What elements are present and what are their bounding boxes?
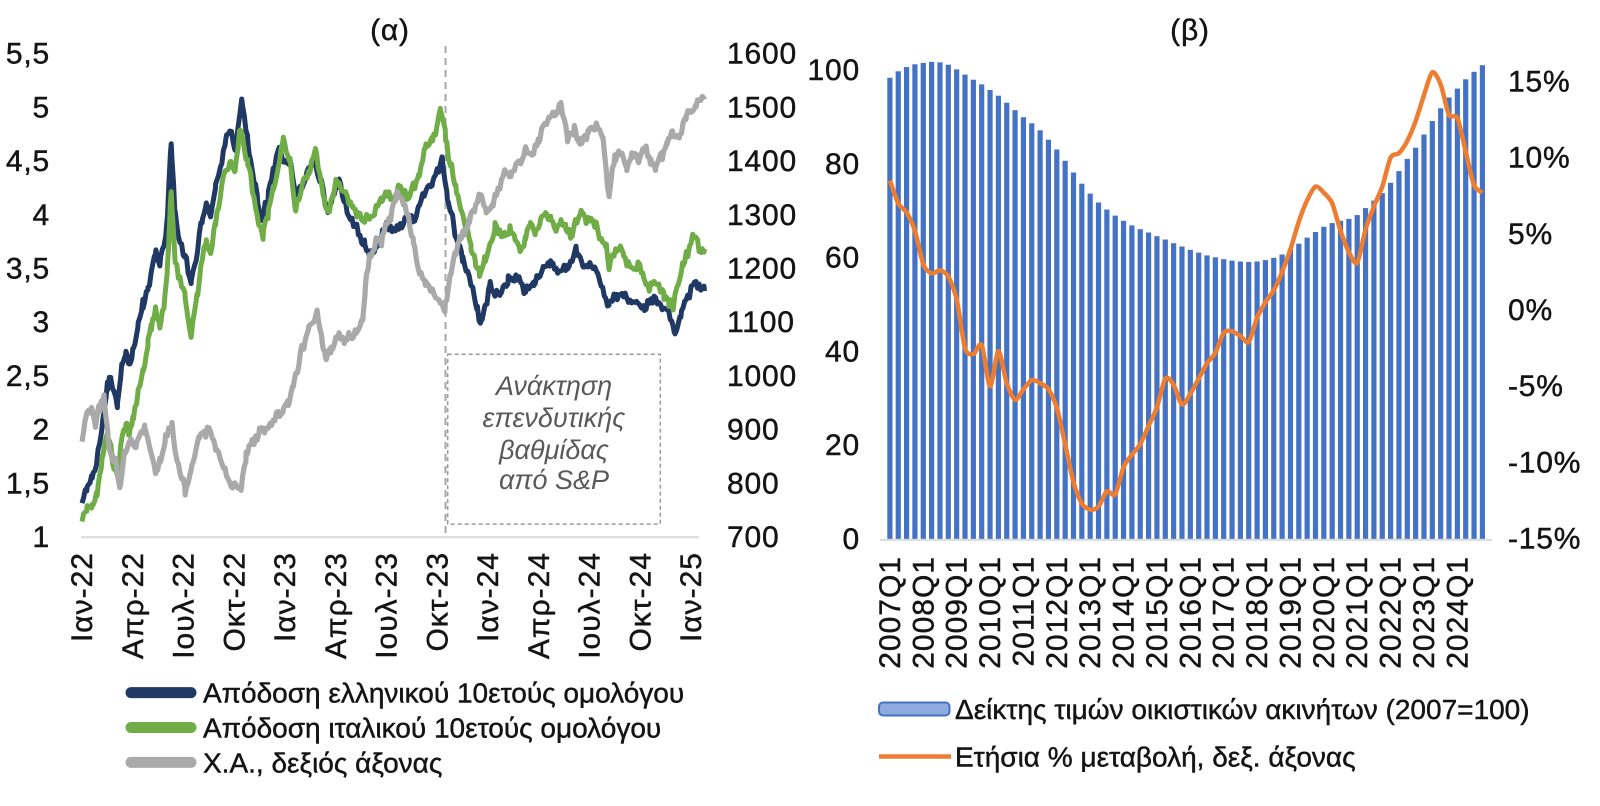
svg-text:100: 100 (808, 54, 860, 87)
svg-text:Ιαν-25: Ιαν-25 (675, 552, 708, 642)
svg-text:Οκτ-24: Οκτ-24 (624, 552, 657, 652)
svg-text:-10%: -10% (1508, 446, 1581, 479)
svg-text:2020Q1: 2020Q1 (1308, 556, 1341, 669)
svg-text:Ιαν-23: Ιαν-23 (269, 552, 302, 642)
svg-text:15%: 15% (1508, 66, 1570, 99)
svg-text:2015Q1: 2015Q1 (1141, 556, 1174, 669)
svg-text:Ιαν-22: Ιαν-22 (66, 552, 99, 642)
svg-text:Απρ-22: Απρ-22 (117, 552, 150, 659)
svg-text:40: 40 (825, 335, 860, 368)
svg-text:1,5: 1,5 (6, 467, 50, 500)
svg-text:2010Q1: 2010Q1 (974, 556, 1007, 669)
svg-text:1400: 1400 (727, 145, 797, 178)
svg-text:βαθμίδας: βαθμίδας (498, 435, 610, 465)
svg-text:1300: 1300 (727, 199, 797, 232)
svg-text:4: 4 (33, 199, 51, 232)
svg-text:2012Q1: 2012Q1 (1041, 556, 1074, 669)
svg-text:(α): (α) (370, 14, 410, 47)
svg-text:Απόδοση ελληνικού 10ετούς ομολ: Απόδοση ελληνικού 10ετούς ομολόγου (203, 678, 684, 709)
svg-text:Οκτ-23: Οκτ-23 (421, 552, 454, 652)
svg-text:900: 900 (727, 414, 779, 447)
svg-text:2016Q1: 2016Q1 (1174, 556, 1207, 669)
svg-text:Απρ-24: Απρ-24 (523, 552, 556, 659)
svg-text:2: 2 (33, 414, 51, 447)
svg-text:από S&P: από S&P (499, 465, 609, 495)
svg-text:Απόδοση ιταλικού 10ετούς ομολό: Απόδοση ιταλικού 10ετούς ομολόγου (203, 713, 661, 744)
svg-text:20: 20 (825, 429, 860, 462)
svg-text:-15%: -15% (1508, 523, 1581, 556)
svg-text:1: 1 (33, 521, 51, 554)
svg-text:700: 700 (727, 521, 779, 554)
svg-text:4,5: 4,5 (6, 145, 50, 178)
svg-text:2008Q1: 2008Q1 (907, 556, 940, 669)
svg-text:60: 60 (825, 242, 860, 275)
svg-text:2023Q1: 2023Q1 (1408, 556, 1441, 669)
svg-text:2019Q1: 2019Q1 (1275, 556, 1308, 669)
svg-text:1000: 1000 (727, 360, 797, 393)
svg-text:2009Q1: 2009Q1 (941, 556, 974, 669)
svg-text:2007Q1: 2007Q1 (874, 556, 907, 669)
svg-text:2,5: 2,5 (6, 360, 50, 393)
svg-text:2013Q1: 2013Q1 (1074, 556, 1107, 669)
svg-text:2017Q1: 2017Q1 (1208, 556, 1241, 669)
svg-text:3,5: 3,5 (6, 253, 50, 286)
svg-text:1200: 1200 (727, 253, 797, 286)
svg-text:(β): (β) (1170, 14, 1210, 47)
svg-text:2022Q1: 2022Q1 (1375, 556, 1408, 669)
svg-text:2014Q1: 2014Q1 (1108, 556, 1141, 669)
svg-text:2024Q1: 2024Q1 (1441, 556, 1474, 669)
svg-text:Χ.Α., δεξιός άξονας: Χ.Α., δεξιός άξονας (203, 747, 442, 778)
svg-text:5,5: 5,5 (6, 38, 50, 71)
svg-text:80: 80 (825, 148, 860, 181)
svg-text:Απρ-23: Απρ-23 (320, 552, 353, 659)
svg-text:2021Q1: 2021Q1 (1341, 556, 1374, 669)
svg-text:800: 800 (727, 467, 779, 500)
svg-text:επενδυτικής: επενδυτικής (483, 403, 627, 433)
svg-text:Οκτ-22: Οκτ-22 (218, 552, 251, 652)
svg-text:-5%: -5% (1508, 370, 1564, 403)
svg-text:Ανάκτηση: Ανάκτηση (494, 371, 612, 401)
svg-text:0%: 0% (1508, 294, 1553, 327)
svg-text:1100: 1100 (727, 306, 795, 339)
svg-text:Ιουλ-22: Ιουλ-22 (168, 552, 201, 659)
svg-text:Ιαν-24: Ιαν-24 (472, 552, 505, 642)
svg-text:Δείκτης τιμών οικιστικών ακινή: Δείκτης τιμών οικιστικών ακινήτων (2007=… (955, 694, 1530, 725)
svg-text:3: 3 (33, 306, 51, 339)
svg-text:2018Q1: 2018Q1 (1241, 556, 1274, 669)
svg-text:Ιουλ-23: Ιουλ-23 (371, 552, 404, 659)
svg-text:1600: 1600 (727, 38, 797, 71)
svg-text:10%: 10% (1508, 142, 1570, 175)
svg-text:Ιουλ-24: Ιουλ-24 (574, 552, 607, 659)
svg-text:2011Q1: 2011Q1 (1007, 556, 1040, 667)
svg-text:Ετήσια % μεταβολή, δεξ. άξονας: Ετήσια % μεταβολή, δεξ. άξονας (955, 742, 1356, 773)
svg-text:5: 5 (33, 91, 51, 124)
svg-text:1500: 1500 (727, 91, 797, 124)
svg-text:0: 0 (843, 523, 861, 556)
svg-text:5%: 5% (1508, 218, 1553, 251)
